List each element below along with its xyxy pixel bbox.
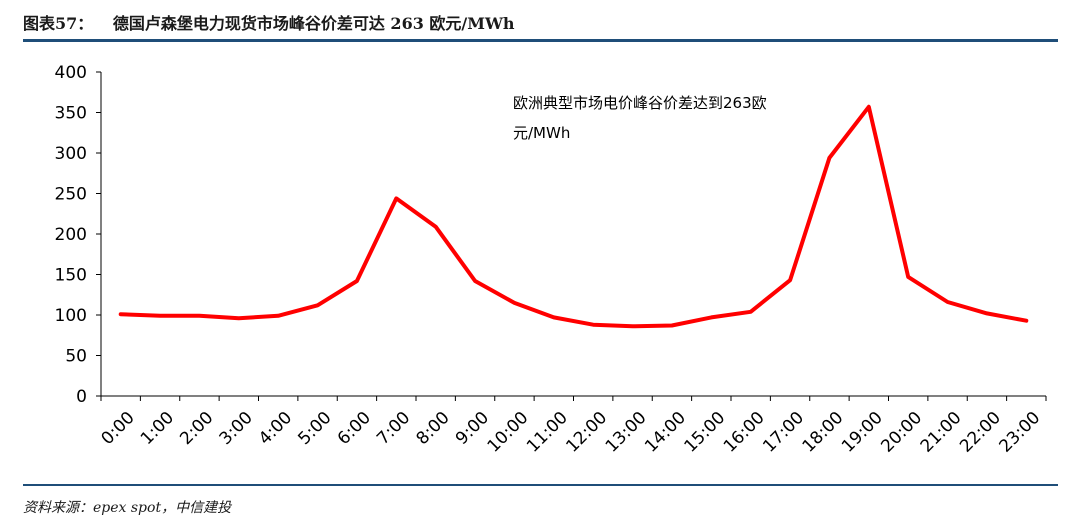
x-tick-label: 15:00 xyxy=(681,408,730,457)
header-rule xyxy=(23,39,1058,42)
x-tick-label: 14:00 xyxy=(641,408,690,457)
x-tick-label: 2:00 xyxy=(176,408,217,449)
x-tick-label: 13:00 xyxy=(602,408,651,457)
x-tick-label: 4:00 xyxy=(255,408,296,449)
x-tick-label: 12:00 xyxy=(562,408,611,457)
x-tick-label: 11:00 xyxy=(523,408,572,457)
y-tick-label: 0 xyxy=(76,387,87,407)
x-tick-label: 22:00 xyxy=(956,408,1005,457)
chart-annotation: 欧洲典型市场电价峰谷价差达到263欧元/MWh xyxy=(513,94,767,142)
y-tick-label: 300 xyxy=(55,144,87,164)
y-tick-label: 400 xyxy=(55,63,87,83)
x-tick-label: 6:00 xyxy=(334,408,375,449)
y-tick-label: 250 xyxy=(55,185,87,205)
x-tick-label: 19:00 xyxy=(838,408,887,457)
y-tick-label: 200 xyxy=(55,225,87,245)
x-tick-label: 18:00 xyxy=(799,408,848,457)
y-tick-label: 50 xyxy=(65,347,87,367)
x-tick-label: 21:00 xyxy=(917,408,966,457)
x-tick-label: 3:00 xyxy=(216,408,257,449)
x-tick-label: 16:00 xyxy=(720,408,769,457)
footer-rule xyxy=(23,484,1058,486)
x-tick-label: 10:00 xyxy=(484,408,533,457)
x-tick-label: 1:00 xyxy=(137,408,178,449)
figure-header: 图表57： 德国卢森堡电力现货市场峰谷价差可达 263 欧元/MWh xyxy=(23,10,1058,38)
x-tick-label: 7:00 xyxy=(373,408,414,449)
series-line xyxy=(118,104,1029,329)
figure-title: 德国卢森堡电力现货市场峰谷价差可达 263 欧元/MWh xyxy=(112,14,515,33)
source-note: 资料来源：epex spot，中信建投 xyxy=(23,500,232,516)
figure-label: 图表57： xyxy=(23,14,94,33)
x-tick-label: 20:00 xyxy=(877,408,926,457)
y-tick-label: 100 xyxy=(55,306,87,326)
x-tick-label: 23:00 xyxy=(996,408,1045,457)
x-tick-label: 17:00 xyxy=(759,408,808,457)
y-tick-label: 150 xyxy=(55,266,87,286)
x-tick-label: 5:00 xyxy=(294,408,335,449)
x-tick-label: 0:00 xyxy=(98,408,139,449)
y-tick-label: 350 xyxy=(55,104,87,124)
x-tick-label: 8:00 xyxy=(413,408,454,449)
